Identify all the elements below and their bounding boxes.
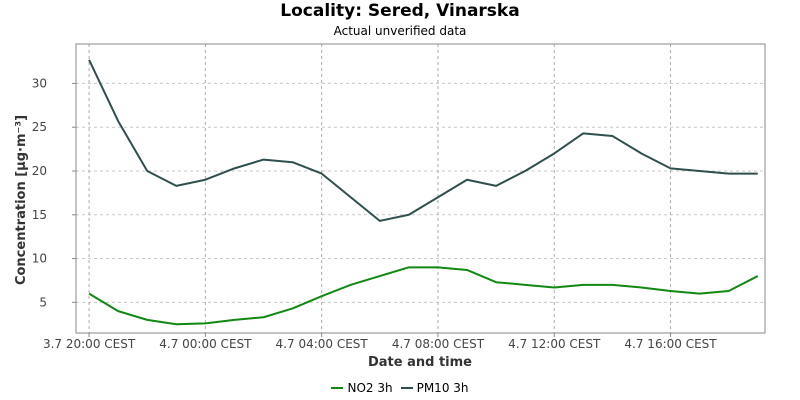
x-tick-label: 4.7 00:00 CEST bbox=[159, 337, 252, 351]
legend-item: NO2 3h bbox=[331, 381, 393, 395]
y-axis-label: Concentration [µg·m⁻³] bbox=[14, 115, 29, 285]
series-line-no2-3h bbox=[88, 266, 759, 326]
x-tick-label: 4.7 04:00 CEST bbox=[276, 337, 369, 351]
y-tick-label: 15 bbox=[32, 208, 47, 222]
y-axis-ticks: 5 10 15 20 25 30 bbox=[32, 76, 76, 309]
x-tick-label: 4.7 12:00 CEST bbox=[508, 337, 601, 351]
legend-label: NO2 3h bbox=[347, 381, 393, 395]
legend-swatch bbox=[400, 387, 413, 389]
grid-lines bbox=[76, 44, 765, 333]
series-lines bbox=[88, 59, 759, 326]
y-tick-label: 5 bbox=[39, 295, 47, 309]
legend-swatch bbox=[331, 387, 344, 389]
y-tick-label: 10 bbox=[32, 252, 47, 266]
y-tick-label: 25 bbox=[32, 120, 47, 134]
chart-subtitle: Actual unverified data bbox=[333, 24, 467, 38]
x-tick-label: 4.7 16:00 CEST bbox=[624, 337, 717, 351]
series-line-pm10-3h bbox=[88, 59, 758, 222]
legend-item: PM10 3h bbox=[400, 381, 469, 395]
x-axis-label: Date and time bbox=[368, 355, 472, 370]
y-tick-label: 30 bbox=[32, 76, 47, 90]
plot-area bbox=[75, 43, 766, 334]
legend: NO2 3h PM10 3h bbox=[0, 381, 800, 395]
x-tick-label: 4.7 08:00 CEST bbox=[392, 337, 485, 351]
x-axis-ticks: 3.7 20:00 CEST 4.7 00:00 CEST 4.7 04:00 CE… bbox=[43, 333, 717, 351]
chart-title: Locality: Sered, Vinarska bbox=[280, 1, 520, 21]
y-tick-label: 20 bbox=[32, 164, 47, 178]
legend-label: PM10 3h bbox=[416, 381, 469, 395]
x-tick-label: 3.7 20:00 CEST bbox=[43, 337, 136, 351]
